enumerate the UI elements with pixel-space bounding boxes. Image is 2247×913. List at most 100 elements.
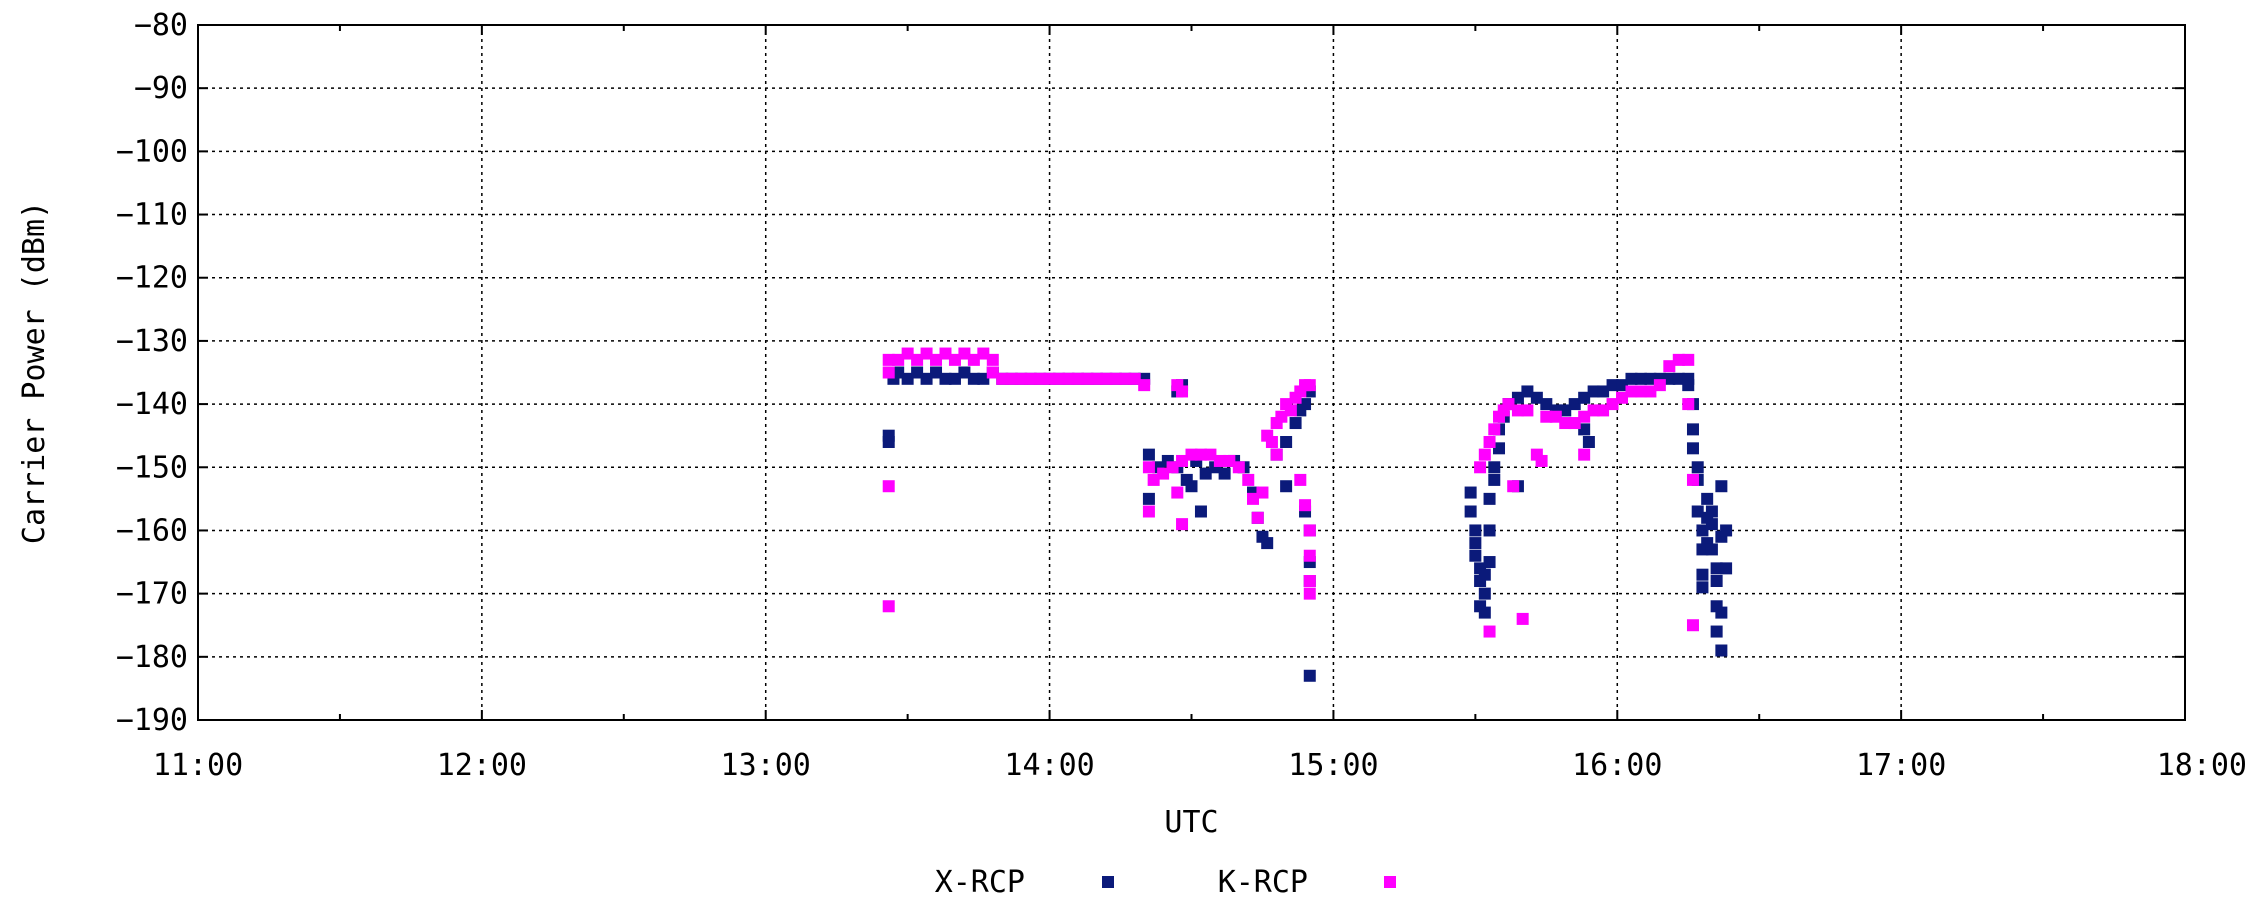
data-point-k-rcp bbox=[1015, 372, 1028, 385]
data-point-x-rcp bbox=[1280, 480, 1293, 493]
data-point-k-rcp bbox=[1223, 454, 1236, 467]
data-point-x-rcp bbox=[901, 372, 914, 385]
data-point-x-rcp bbox=[1606, 379, 1619, 392]
data-point-k-rcp bbox=[1171, 486, 1184, 499]
y-tick-label: −170 bbox=[116, 577, 188, 612]
data-point-x-rcp bbox=[1672, 372, 1685, 385]
data-point-x-rcp bbox=[1696, 568, 1709, 581]
data-point-k-rcp bbox=[1024, 372, 1037, 385]
data-point-x-rcp bbox=[1644, 372, 1657, 385]
plot-frame bbox=[197, 24, 2186, 721]
data-point-x-rcp bbox=[911, 366, 924, 379]
x-tick-label: 14:00 bbox=[1004, 748, 1094, 783]
x-tick-label: 13:00 bbox=[721, 748, 811, 783]
data-point-k-rcp bbox=[1663, 360, 1676, 373]
data-point-k-rcp bbox=[1185, 448, 1198, 461]
data-point-x-rcp bbox=[1715, 480, 1728, 493]
data-point-k-rcp bbox=[1303, 524, 1316, 537]
data-point-k-rcp bbox=[1587, 404, 1600, 417]
data-point-x-rcp bbox=[1299, 398, 1312, 411]
data-point-k-rcp bbox=[1672, 353, 1685, 366]
data-point-k-rcp bbox=[986, 366, 999, 379]
data-point-k-rcp bbox=[1176, 385, 1189, 398]
axes-layer: −80 −90 −100 −110 −120 −130 −140 −150 −160 −170 −1… bbox=[116, 8, 2247, 783]
data-point-k-rcp bbox=[1653, 379, 1666, 392]
data-point-k-rcp bbox=[1568, 417, 1581, 430]
data-point-x-rcp bbox=[1720, 562, 1733, 575]
data-point-x-rcp bbox=[882, 436, 895, 448]
data-point-k-rcp bbox=[1251, 511, 1264, 524]
data-point-x-rcp bbox=[1663, 372, 1676, 385]
data-point-k-rcp bbox=[1299, 499, 1312, 512]
data-point-k-rcp bbox=[1682, 353, 1695, 366]
data-point-k-rcp bbox=[1303, 379, 1316, 392]
x-tick-label: 15:00 bbox=[1288, 748, 1378, 783]
data-point-k-rcp bbox=[1090, 372, 1103, 385]
data-point-k-rcp bbox=[1616, 391, 1629, 404]
data-point-k-rcp bbox=[892, 353, 905, 366]
data-point-k-rcp bbox=[1034, 372, 1047, 385]
x-tick-label: 12:00 bbox=[437, 748, 527, 783]
data-point-k-rcp bbox=[882, 366, 895, 379]
data-point-x-rcp bbox=[1710, 625, 1723, 638]
data-point-x-rcp bbox=[1511, 391, 1524, 404]
data-point-k-rcp bbox=[1294, 473, 1307, 486]
series-k-rcp bbox=[882, 347, 1699, 638]
data-point-k-rcp bbox=[996, 372, 1009, 385]
data-point-x-rcp bbox=[948, 372, 961, 385]
data-point-k-rcp bbox=[1644, 385, 1657, 398]
data-point-x-rcp bbox=[1568, 398, 1581, 411]
data-point-k-rcp bbox=[1265, 436, 1278, 448]
data-point-x-rcp bbox=[1710, 562, 1723, 575]
data-point-k-rcp bbox=[1176, 518, 1189, 531]
y-tick-label: −130 bbox=[116, 324, 188, 359]
data-point-x-rcp bbox=[1521, 385, 1534, 398]
data-point-x-rcp bbox=[1483, 524, 1496, 537]
data-point-k-rcp bbox=[1109, 372, 1122, 385]
data-point-k-rcp bbox=[1242, 473, 1255, 486]
data-point-x-rcp bbox=[1705, 505, 1718, 518]
data-point-k-rcp bbox=[958, 347, 971, 360]
data-point-x-rcp bbox=[1705, 543, 1718, 556]
data-point-k-rcp bbox=[901, 347, 914, 360]
data-point-x-rcp bbox=[1597, 385, 1610, 398]
data-point-k-rcp bbox=[1516, 612, 1529, 625]
data-point-x-rcp bbox=[1478, 587, 1491, 600]
data-point-k-rcp bbox=[1100, 372, 1113, 385]
data-point-k-rcp bbox=[1270, 448, 1283, 461]
data-point-k-rcp bbox=[1166, 461, 1179, 474]
data-point-x-rcp bbox=[892, 366, 905, 379]
data-point-k-rcp bbox=[1213, 454, 1226, 467]
data-point-x-rcp bbox=[930, 366, 943, 379]
data-point-k-rcp bbox=[1478, 448, 1491, 461]
data-point-x-rcp bbox=[1686, 423, 1699, 436]
data-point-k-rcp bbox=[882, 480, 895, 493]
data-point-x-rcp bbox=[1478, 568, 1491, 581]
data-point-k-rcp bbox=[1606, 398, 1619, 411]
data-point-x-rcp bbox=[967, 372, 980, 385]
data-point-k-rcp bbox=[1682, 398, 1695, 411]
legend-marker-x-rcp bbox=[1102, 876, 1114, 888]
data-point-x-rcp bbox=[1478, 606, 1491, 619]
data-point-k-rcp bbox=[1053, 372, 1066, 385]
data-point-x-rcp bbox=[1625, 372, 1638, 385]
data-point-k-rcp bbox=[948, 353, 961, 366]
data-point-x-rcp bbox=[977, 372, 990, 385]
data-point-x-rcp bbox=[1483, 556, 1496, 569]
data-point-k-rcp bbox=[1483, 436, 1496, 448]
data-point-x-rcp bbox=[1696, 524, 1709, 537]
data-point-k-rcp bbox=[1138, 379, 1151, 392]
data-point-x-rcp bbox=[1464, 486, 1477, 499]
data-point-x-rcp bbox=[1720, 524, 1733, 537]
data-point-x-rcp bbox=[1691, 461, 1704, 474]
data-point-k-rcp bbox=[1634, 385, 1647, 398]
data-point-k-rcp bbox=[1256, 486, 1269, 499]
data-point-k-rcp bbox=[1507, 480, 1520, 493]
data-point-x-rcp bbox=[1142, 492, 1155, 505]
data-point-x-rcp bbox=[1185, 480, 1198, 493]
x-tick-label: 17:00 bbox=[1856, 748, 1946, 783]
data-point-k-rcp bbox=[1686, 473, 1699, 486]
data-point-k-rcp bbox=[986, 353, 999, 366]
